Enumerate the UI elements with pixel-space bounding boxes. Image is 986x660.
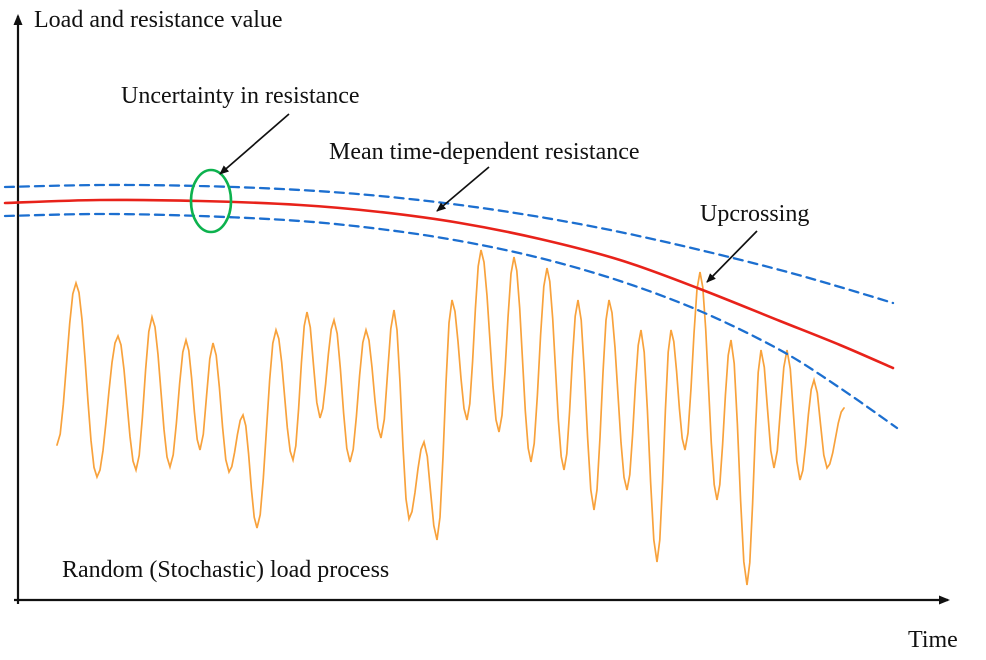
load-process-label: Random (Stochastic) load process (62, 557, 389, 583)
upcrossing-label: Upcrossing (700, 201, 809, 227)
upper-uncertainty-bound-curve (3, 183, 895, 305)
lower-uncertainty-bound-curve (3, 212, 899, 430)
mean-resistance-arrow (436, 166, 490, 212)
stochastic-load-curve (56, 249, 845, 586)
mean-resistance-label: Mean time-dependent resistance (329, 139, 640, 165)
uncertainty-ellipse (189, 168, 233, 234)
y-axis-label: Load and resistance value (34, 7, 283, 33)
uncertainty-label: Uncertainty in resistance (121, 83, 360, 109)
x-axis-label: Time (908, 627, 958, 653)
upcrossing-arrow (706, 230, 758, 283)
uncertainty-arrow (219, 113, 290, 175)
mean-resistance-curve (3, 198, 895, 370)
